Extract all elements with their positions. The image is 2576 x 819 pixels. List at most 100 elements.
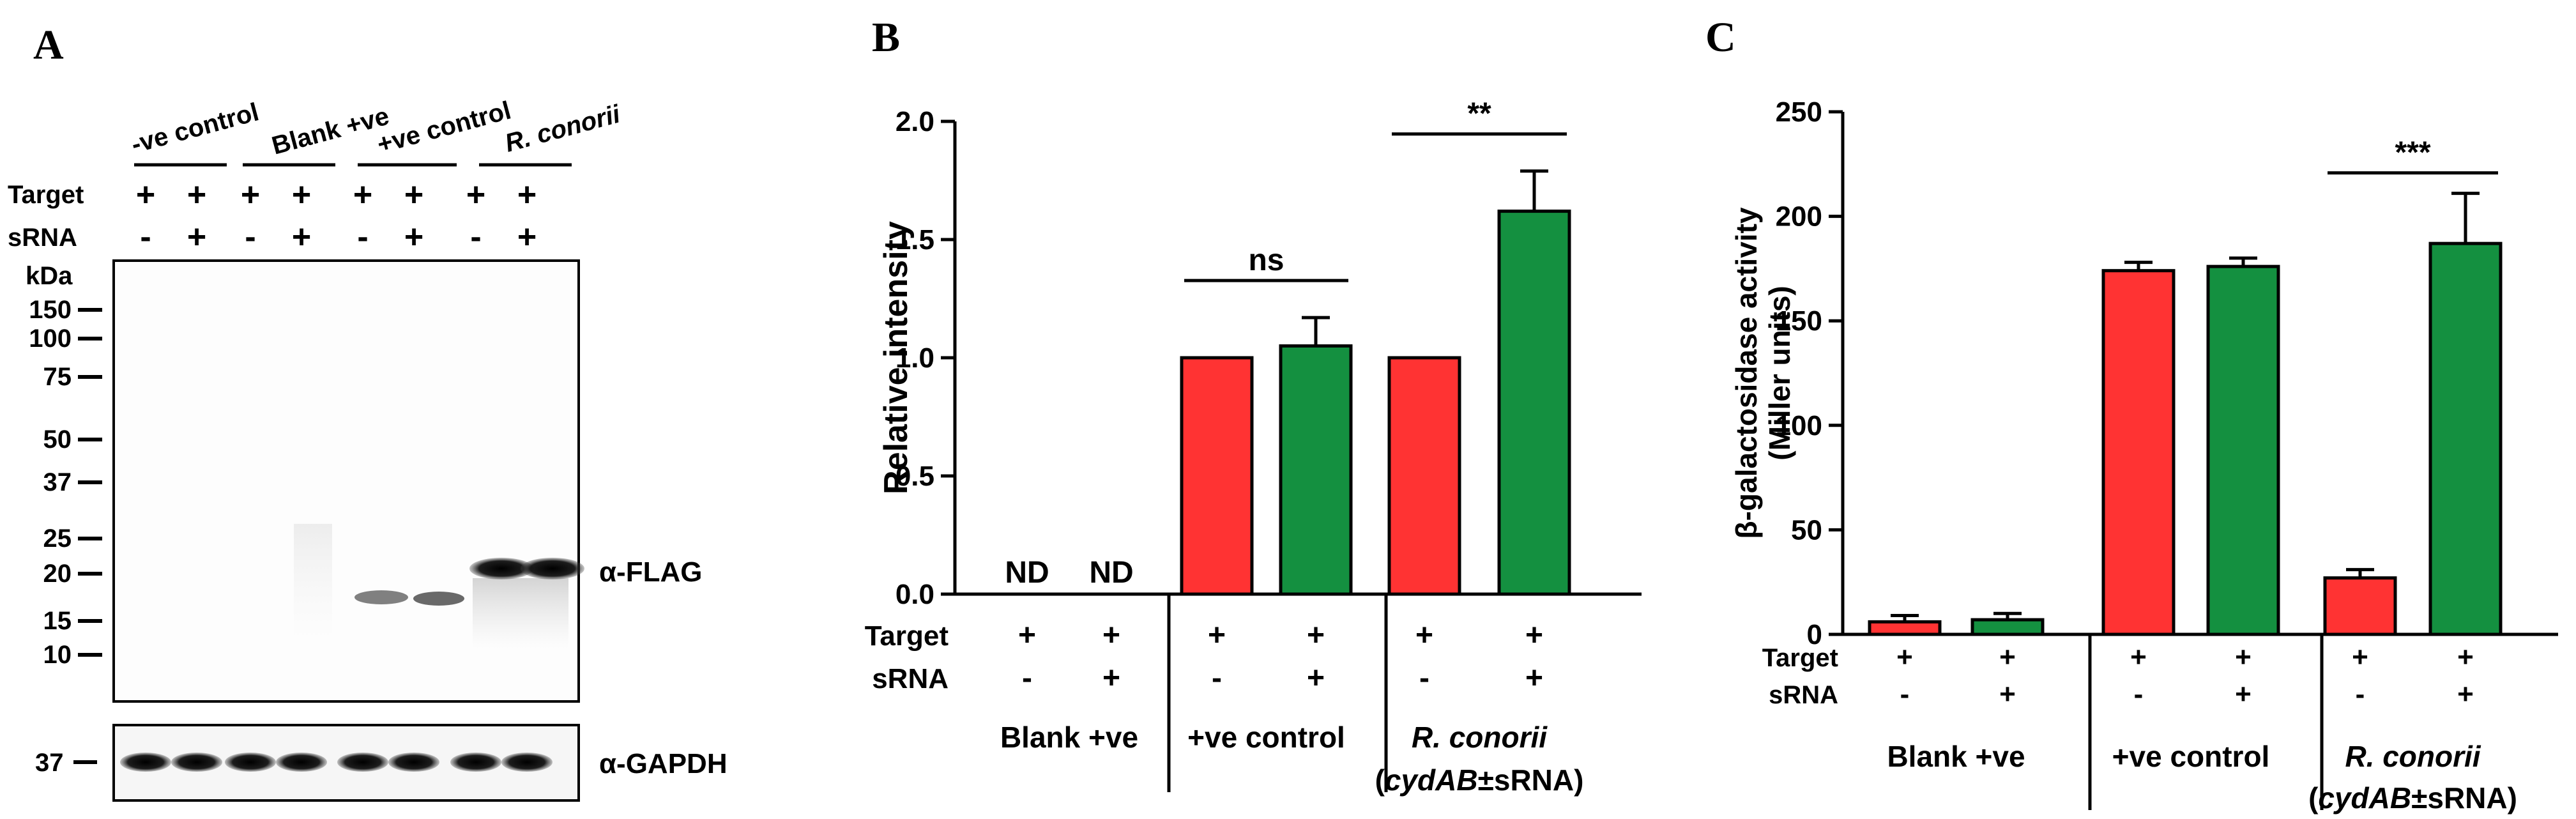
panel-a-western-blot: A -ve control Blank +ve +ve control R. c…	[8, 22, 728, 802]
srna-sign: -	[2356, 678, 2365, 710]
sublabel-prefix: (	[1375, 763, 1385, 797]
blot-smear	[294, 524, 332, 639]
y-tick-label: 200	[1776, 201, 1822, 233]
panel-c-chart: C 0 50 100 150 200 250 β-galactosidase activit…	[1705, 14, 2558, 815]
srna-sign: -	[1022, 661, 1032, 695]
bar	[2428, 241, 2503, 636]
target-sign: +	[2235, 641, 2252, 673]
group-label: R. conorii	[2345, 740, 2481, 773]
srna-sign: +	[2235, 678, 2252, 710]
panel-b-letter: B	[872, 14, 900, 61]
blot-antibody-gapdh: α-GAPDH	[599, 748, 728, 779]
blot-target-sign: +	[353, 176, 372, 213]
sublabel-prefix: (	[2308, 781, 2319, 815]
blot-srna-sign: +	[517, 218, 537, 256]
target-sign: +	[1525, 618, 1543, 652]
blot-marker-label: 10	[43, 641, 72, 669]
blot-gapdh-band	[171, 753, 222, 772]
blot-group-label: R. conorii	[502, 100, 623, 157]
srna-sign: +	[1102, 661, 1120, 695]
srna-sign: -	[1212, 661, 1222, 695]
srna-sign: -	[1900, 678, 1910, 710]
srna-sign: +	[1307, 661, 1325, 695]
target-sign: +	[2457, 641, 2474, 673]
y-tick-label: 50	[1791, 514, 1822, 546]
y-tick-label: 250	[1776, 96, 1822, 128]
target-row-label: Target	[865, 620, 949, 652]
blot-gapdh-band	[225, 753, 276, 772]
bar-nd-label: ND	[1089, 556, 1133, 590]
group-label: R. conorii	[1412, 721, 1548, 754]
blot-gapdh-band	[337, 753, 388, 772]
blot-target-sign: +	[136, 176, 155, 213]
blot-gapdh-band	[120, 753, 171, 772]
target-sign: +	[1018, 618, 1036, 652]
y-tick-label: 0.5	[896, 461, 934, 492]
blot-srna-sign: +	[404, 218, 423, 256]
blot-gapdh-band	[276, 753, 327, 772]
blot-target-sign: +	[187, 176, 206, 213]
y-tick-label: 1.5	[896, 224, 934, 256]
blot-srna-sign: -	[245, 218, 255, 256]
panel-a-letter: A	[33, 22, 64, 68]
blot-gapdh-band	[388, 753, 439, 772]
bar	[1279, 344, 1353, 596]
bar	[1970, 618, 2045, 636]
blot-srna-sign: -	[470, 218, 481, 256]
panel-b-chart: B 0.0 0.5 1.0 1.5 2.0 Relative intensity ND ND n…	[865, 14, 1642, 797]
bar-nd-label: ND	[1005, 556, 1049, 590]
bar	[1868, 620, 1942, 636]
blot-band	[354, 590, 408, 604]
blot-srna-sign: +	[187, 218, 206, 256]
y-tick-label: 0	[1807, 619, 1822, 650]
blot-target-sign: +	[517, 176, 537, 213]
sublabel-suffix: ±sRNA)	[1478, 763, 1584, 797]
blot-srna-sign: -	[140, 218, 151, 256]
sublabel-gene: cydAB	[2318, 781, 2411, 815]
bar	[1180, 356, 1254, 596]
y-tick-label: 100	[1776, 410, 1822, 441]
group-label: Blank +ve	[1000, 721, 1138, 754]
y-tick-label: 0.0	[896, 579, 934, 610]
blot-target-sign: +	[241, 176, 260, 213]
srna-sign: +	[1525, 661, 1543, 695]
blot-band	[413, 592, 464, 606]
target-sign: +	[1415, 618, 1433, 652]
blot-band	[469, 558, 533, 579]
blot-srna-sign: +	[292, 218, 311, 256]
panel-c-letter: C	[1705, 14, 1736, 61]
blot-marker-label: 75	[43, 363, 72, 391]
bar	[2323, 576, 2397, 636]
srna-row-label: sRNA	[1769, 681, 1838, 709]
y-axis-label: Relative intensity	[878, 221, 915, 494]
target-sign: +	[1896, 641, 1913, 673]
blot-smear	[473, 578, 568, 648]
bar	[2101, 269, 2176, 636]
blot-marker-label: 15	[43, 607, 72, 635]
srna-sign: -	[2134, 678, 2144, 710]
blot-kda-label: kDa	[26, 262, 73, 290]
y-tick-label: 2.0	[896, 106, 934, 137]
blot-marker-label: 25	[43, 524, 72, 553]
significance-label: ***	[2395, 136, 2430, 170]
blot-marker-label: 150	[29, 296, 72, 324]
blot-gapdh-band	[450, 753, 501, 772]
group-sublabel: (cydAB±sRNA)	[1375, 763, 1584, 797]
bar	[1387, 356, 1461, 596]
y-axis-label: β-galactosidase activity	[1730, 207, 1763, 539]
target-row-label: Target	[1762, 644, 1838, 672]
srna-row-label: sRNA	[872, 663, 949, 694]
blot-target-sign: +	[466, 176, 485, 213]
blot-group-headers: -ve control Blank +ve +ve control R. con…	[128, 96, 623, 167]
srna-sign: -	[1419, 661, 1429, 695]
srna-sign: +	[2457, 678, 2474, 710]
group-label: +ve control	[1187, 721, 1345, 754]
group-label: Blank +ve	[1887, 740, 2025, 773]
blot-marker-label: 20	[43, 560, 72, 588]
blot-marker-label: 50	[43, 425, 72, 454]
target-sign: +	[1999, 641, 2016, 673]
bar	[1497, 210, 1571, 596]
blot-group-label: +ve control	[374, 96, 514, 159]
